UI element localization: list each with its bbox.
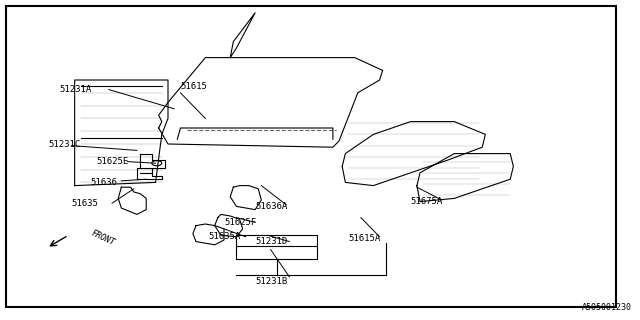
Text: A505001230: A505001230 [582, 303, 632, 312]
Text: 51625E: 51625E [97, 157, 129, 166]
Text: 51675A: 51675A [411, 197, 443, 206]
Text: 51231C: 51231C [49, 140, 81, 148]
Text: 51636A: 51636A [255, 202, 287, 211]
Text: 51636: 51636 [90, 178, 117, 187]
Text: 51231D: 51231D [255, 237, 287, 246]
Text: 51615: 51615 [180, 82, 207, 91]
Text: 51231A: 51231A [59, 85, 92, 94]
Text: 51635: 51635 [72, 199, 99, 208]
Text: 51635A: 51635A [209, 232, 241, 241]
Text: 51625F: 51625F [224, 218, 256, 227]
Text: 51615A: 51615A [348, 234, 381, 243]
Text: 51231B: 51231B [255, 277, 287, 286]
Text: FRONT: FRONT [90, 229, 116, 248]
